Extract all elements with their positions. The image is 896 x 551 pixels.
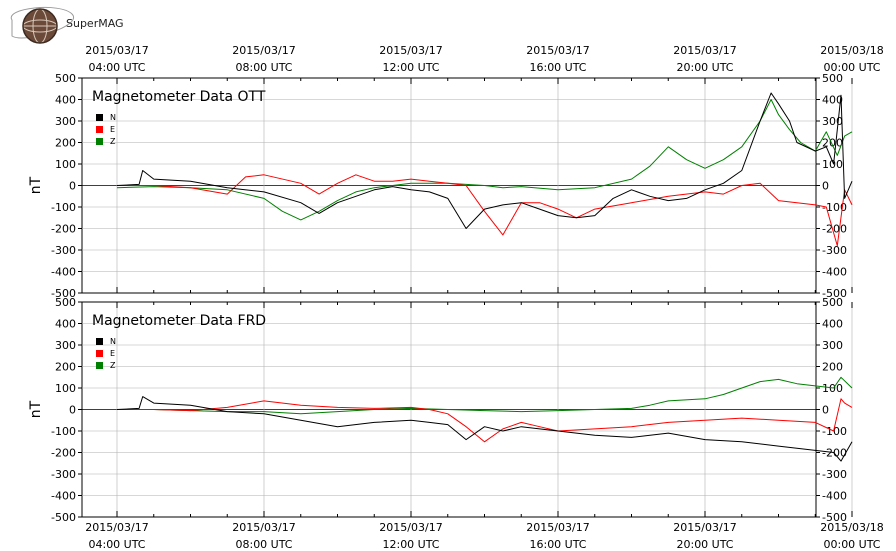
y-axis-label: nT xyxy=(28,400,44,418)
legend-swatch-n xyxy=(96,338,103,345)
y-tick-label-right: -400 xyxy=(822,266,847,279)
panel-ott: -500 -500 -400 -400 -300 -300 -200 -200 -100 -100… xyxy=(28,72,853,300)
series-line-e xyxy=(117,398,853,443)
y-tick-label: 300 xyxy=(55,339,76,352)
time-tick-date: 2015/03/17 xyxy=(232,44,295,57)
y-tick-label: 0 xyxy=(69,404,76,417)
y-tick-label: 0 xyxy=(69,180,76,193)
y-tick-label: -300 xyxy=(51,468,76,481)
supermag-logo: SuperMAG xyxy=(10,6,124,44)
y-tick-label-right: -200 xyxy=(822,223,847,236)
legend-label-z: Z xyxy=(110,361,116,370)
time-axis-bottom: 2015/03/17 04:00 UTC 2015/03/17 08:00 UTC 20… xyxy=(85,521,883,551)
y-tick-label: -500 xyxy=(51,287,76,300)
y-tick-label: 100 xyxy=(55,158,76,171)
y-tick-label-right: 100 xyxy=(822,158,843,171)
time-tick-time: 08:00 UTC xyxy=(235,538,292,551)
y-tick-label: 100 xyxy=(55,382,76,395)
y-tick-label: 200 xyxy=(55,361,76,374)
series-line-z xyxy=(116,99,853,221)
y-tick-label: -300 xyxy=(51,244,76,257)
time-tick-date: 2015/03/17 xyxy=(379,44,442,57)
y-tick-label-right: 200 xyxy=(822,361,843,374)
legend-label-n: N xyxy=(110,113,116,122)
time-tick-time: 08:00 UTC xyxy=(235,61,292,74)
legend-swatch-e xyxy=(96,126,103,133)
y-tick-label: -200 xyxy=(51,223,76,236)
y-tick-label-right: -300 xyxy=(822,244,847,257)
y-tick-label-right: 300 xyxy=(822,339,843,352)
time-tick-date: 2015/03/18 xyxy=(820,44,883,57)
time-tick-date: 2015/03/17 xyxy=(526,521,589,534)
legend-swatch-z xyxy=(96,362,103,369)
time-tick-date: 2015/03/17 xyxy=(85,521,148,534)
y-tick-label: -500 xyxy=(51,511,76,524)
time-tick-time: 12:00 UTC xyxy=(382,538,439,551)
y-tick-label-right: -100 xyxy=(822,201,847,214)
y-tick-label-right: 0 xyxy=(822,404,829,417)
series-line-z xyxy=(117,376,853,415)
y-tick-label-right: -400 xyxy=(822,490,847,503)
y-tick-label-right: -500 xyxy=(822,511,847,524)
time-axis-top: 2015/03/17 04:00 UTC 2015/03/17 08:00 UTC 20… xyxy=(85,44,883,74)
y-tick-label-right: -500 xyxy=(822,287,847,300)
time-tick-time: 16:00 UTC xyxy=(529,538,586,551)
time-tick-time: 20:00 UTC xyxy=(676,61,733,74)
time-tick-time: 00:00 UTC xyxy=(823,538,880,551)
time-tick-date: 2015/03/17 xyxy=(673,44,736,57)
y-tick-label-right: 200 xyxy=(822,137,843,150)
legend-label-e: E xyxy=(110,349,115,358)
time-tick-date: 2015/03/17 xyxy=(232,521,295,534)
time-tick-time: 04:00 UTC xyxy=(88,61,145,74)
time-tick-date: 2015/03/17 xyxy=(673,521,736,534)
y-tick-label: -100 xyxy=(51,201,76,214)
legend-swatch-n xyxy=(96,114,103,121)
time-tick-date: 2015/03/18 xyxy=(820,521,883,534)
series-line-n xyxy=(116,92,853,229)
y-tick-label: 400 xyxy=(55,94,76,107)
legend-swatch-z xyxy=(96,138,103,145)
y-tick-label: -200 xyxy=(51,447,76,460)
legend-label-z: Z xyxy=(110,137,116,146)
legend-swatch-e xyxy=(96,350,103,357)
panel-title: Magnetometer Data FRD xyxy=(92,313,266,329)
y-tick-label-right: 0 xyxy=(822,180,829,193)
y-tick-label: -100 xyxy=(51,425,76,438)
y-tick-label: 200 xyxy=(55,137,76,150)
panel-title: Magnetometer Data OTT xyxy=(92,89,266,105)
y-tick-label-right: 400 xyxy=(822,94,843,107)
legend-label-n: N xyxy=(110,337,116,346)
y-tick-label: 300 xyxy=(55,115,76,128)
y-tick-label: 500 xyxy=(55,72,76,85)
y-tick-label: 400 xyxy=(55,318,76,331)
y-tick-label-right: 300 xyxy=(822,115,843,128)
time-tick-time: 20:00 UTC xyxy=(676,538,733,551)
y-tick-label-right: -300 xyxy=(822,468,847,481)
time-tick-date: 2015/03/17 xyxy=(379,521,442,534)
y-tick-label: -400 xyxy=(51,266,76,279)
legend-label-e: E xyxy=(110,125,115,134)
time-tick-time: 12:00 UTC xyxy=(382,61,439,74)
y-tick-label-right: 500 xyxy=(822,296,843,309)
time-tick-time: 04:00 UTC xyxy=(88,538,145,551)
y-tick-label: -400 xyxy=(51,490,76,503)
time-tick-time: 16:00 UTC xyxy=(529,61,586,74)
series-line-n xyxy=(116,396,853,462)
time-tick-date: 2015/03/17 xyxy=(526,44,589,57)
y-axis-label: nT xyxy=(28,176,44,194)
y-tick-label-right: 100 xyxy=(822,382,843,395)
y-tick-label: 500 xyxy=(55,296,76,309)
time-tick-date: 2015/03/17 xyxy=(85,44,148,57)
series-line-e xyxy=(117,174,853,247)
logo-text: SuperMAG xyxy=(66,17,124,30)
time-tick-time: 00:00 UTC xyxy=(823,61,880,74)
y-tick-label-right: 500 xyxy=(822,72,843,85)
panel-frd: -500 -500-400 -400-300 -300-200 -200-100 -100… xyxy=(28,296,853,524)
y-tick-label-right: 400 xyxy=(822,318,843,331)
